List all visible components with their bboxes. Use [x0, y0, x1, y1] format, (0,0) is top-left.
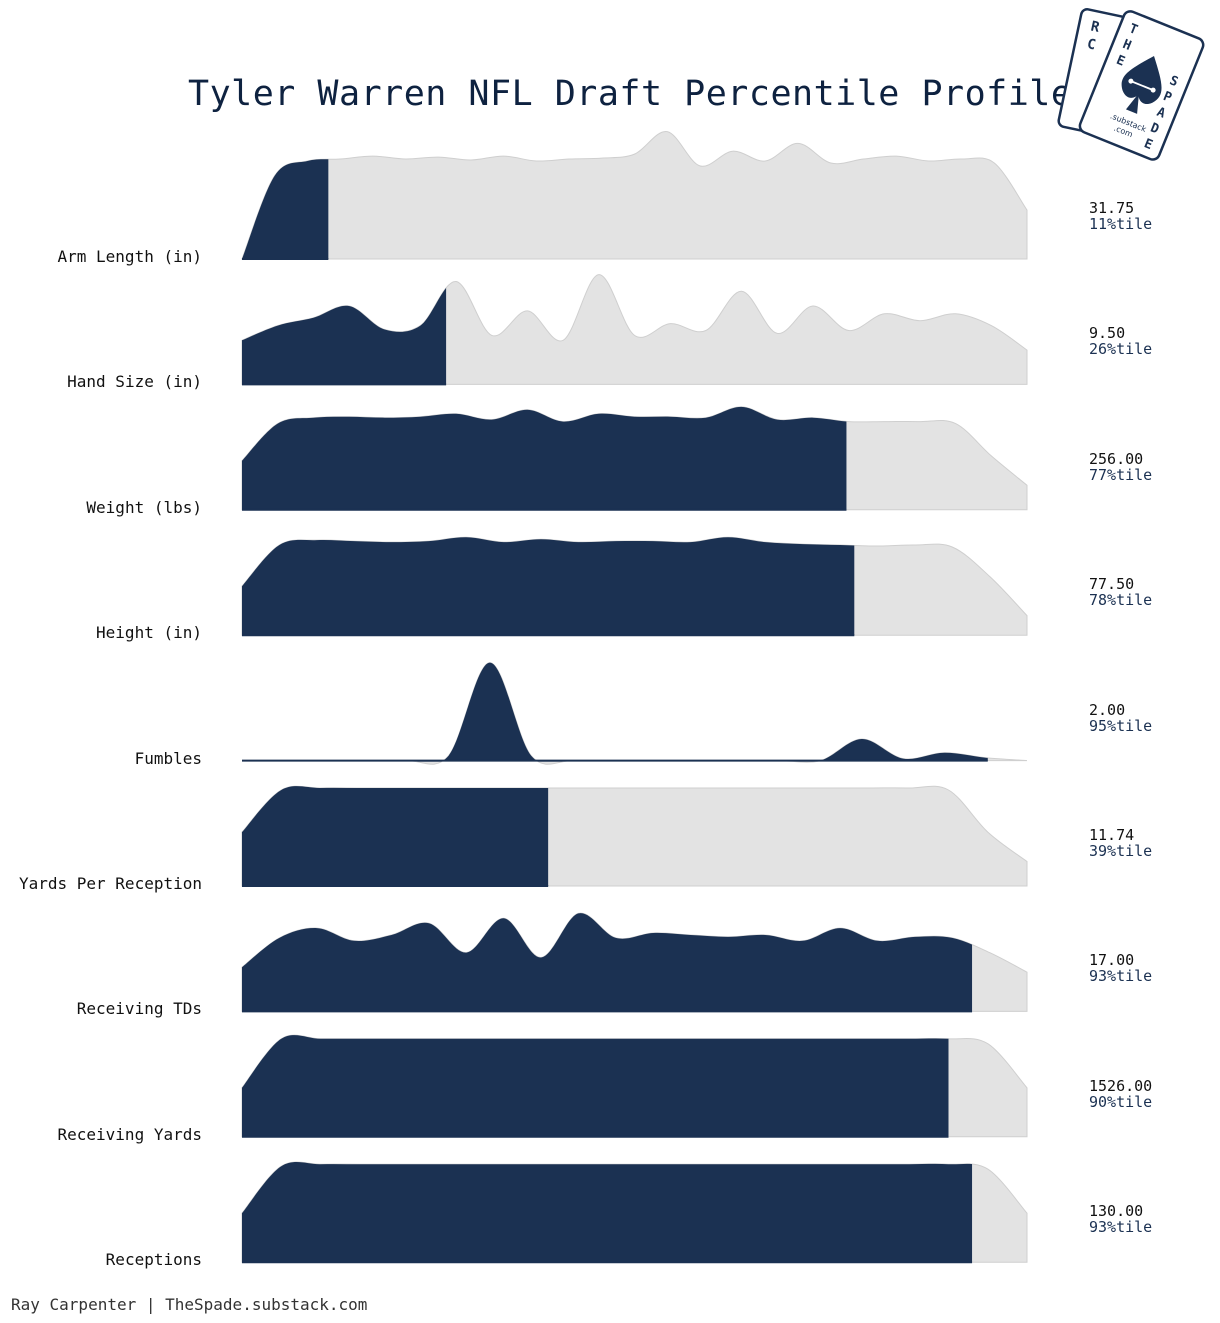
- metric-label: Yards Per Reception: [18, 874, 202, 893]
- metric-percentile: 93%tile: [1089, 1218, 1153, 1237]
- ridge-5: [241, 785, 1028, 887]
- metric-percentile: 11%tile: [1089, 215, 1153, 233]
- metric-value: 17.00: [1089, 951, 1135, 970]
- ridge-1: [241, 274, 1028, 386]
- ridge-4: [242, 662, 1028, 765]
- metric-value: 130.00: [1089, 1202, 1144, 1221]
- percentile-fill: [242, 288, 447, 385]
- percentile-fill: [242, 786, 549, 886]
- ridge-6: [241, 912, 1028, 1013]
- metric-label: Arm Length (in): [57, 247, 203, 266]
- density-background: [241, 131, 1028, 260]
- percentile-fill: [242, 1035, 949, 1137]
- spade-icon: R C T H E S P A D E .substack .com: [1057, 8, 1205, 161]
- metric-label: Receiving Yards: [57, 1124, 203, 1144]
- percentile-fill: [242, 537, 855, 636]
- metric-percentile: 26%tile: [1089, 340, 1153, 359]
- metric-value: 9.50: [1089, 324, 1126, 343]
- ridge-2: [241, 406, 1028, 511]
- percentile-fill: [242, 662, 988, 762]
- ridge-0: [241, 131, 1028, 260]
- density-background: [242, 662, 1028, 765]
- metric-value: 77.50: [1089, 575, 1135, 594]
- ridge-8: [241, 1161, 1028, 1264]
- percentile-fill: [242, 406, 847, 510]
- ridge-3: [241, 536, 1028, 637]
- chart-title: Tyler Warren NFL Draft Percentile Profil…: [188, 74, 1073, 114]
- metric-value: 2.00: [1089, 700, 1126, 719]
- percentile-fill: [242, 1162, 973, 1263]
- footer-credit: Ray Carpenter | TheSpade.substack.com: [11, 1295, 368, 1314]
- metric-label: Height (in): [96, 623, 202, 643]
- metric-value: 1526.00: [1089, 1076, 1153, 1095]
- metric-percentile: 90%tile: [1089, 1092, 1153, 1111]
- metric-label: Fumbles: [134, 748, 202, 768]
- metric-label: Weight (lbs): [86, 497, 202, 517]
- percentile-fill: [242, 159, 329, 259]
- metric-percentile: 77%tile: [1089, 465, 1153, 484]
- metric-percentile: 93%tile: [1089, 967, 1153, 986]
- metric-percentile: 39%tile: [1089, 842, 1153, 860]
- metric-percentile: 78%tile: [1089, 591, 1153, 610]
- metric-value: 11.74: [1089, 826, 1135, 844]
- metric-label: Receiving TDs: [76, 999, 202, 1019]
- ridge-7: [241, 1034, 1028, 1138]
- svg-text:C: C: [1086, 36, 1098, 53]
- metric-value: 31.75: [1089, 199, 1135, 217]
- the-spade-logo: R C T H E S P A D E .substack .com: [1052, 6, 1212, 180]
- metric-label: Receptions: [105, 1250, 202, 1270]
- metric-label: Hand Size (in): [67, 372, 202, 392]
- percentile-fill: [242, 913, 973, 1012]
- svg-text:R: R: [1089, 18, 1101, 36]
- metric-value: 256.00: [1089, 449, 1144, 468]
- metric-percentile: 95%tile: [1089, 716, 1153, 735]
